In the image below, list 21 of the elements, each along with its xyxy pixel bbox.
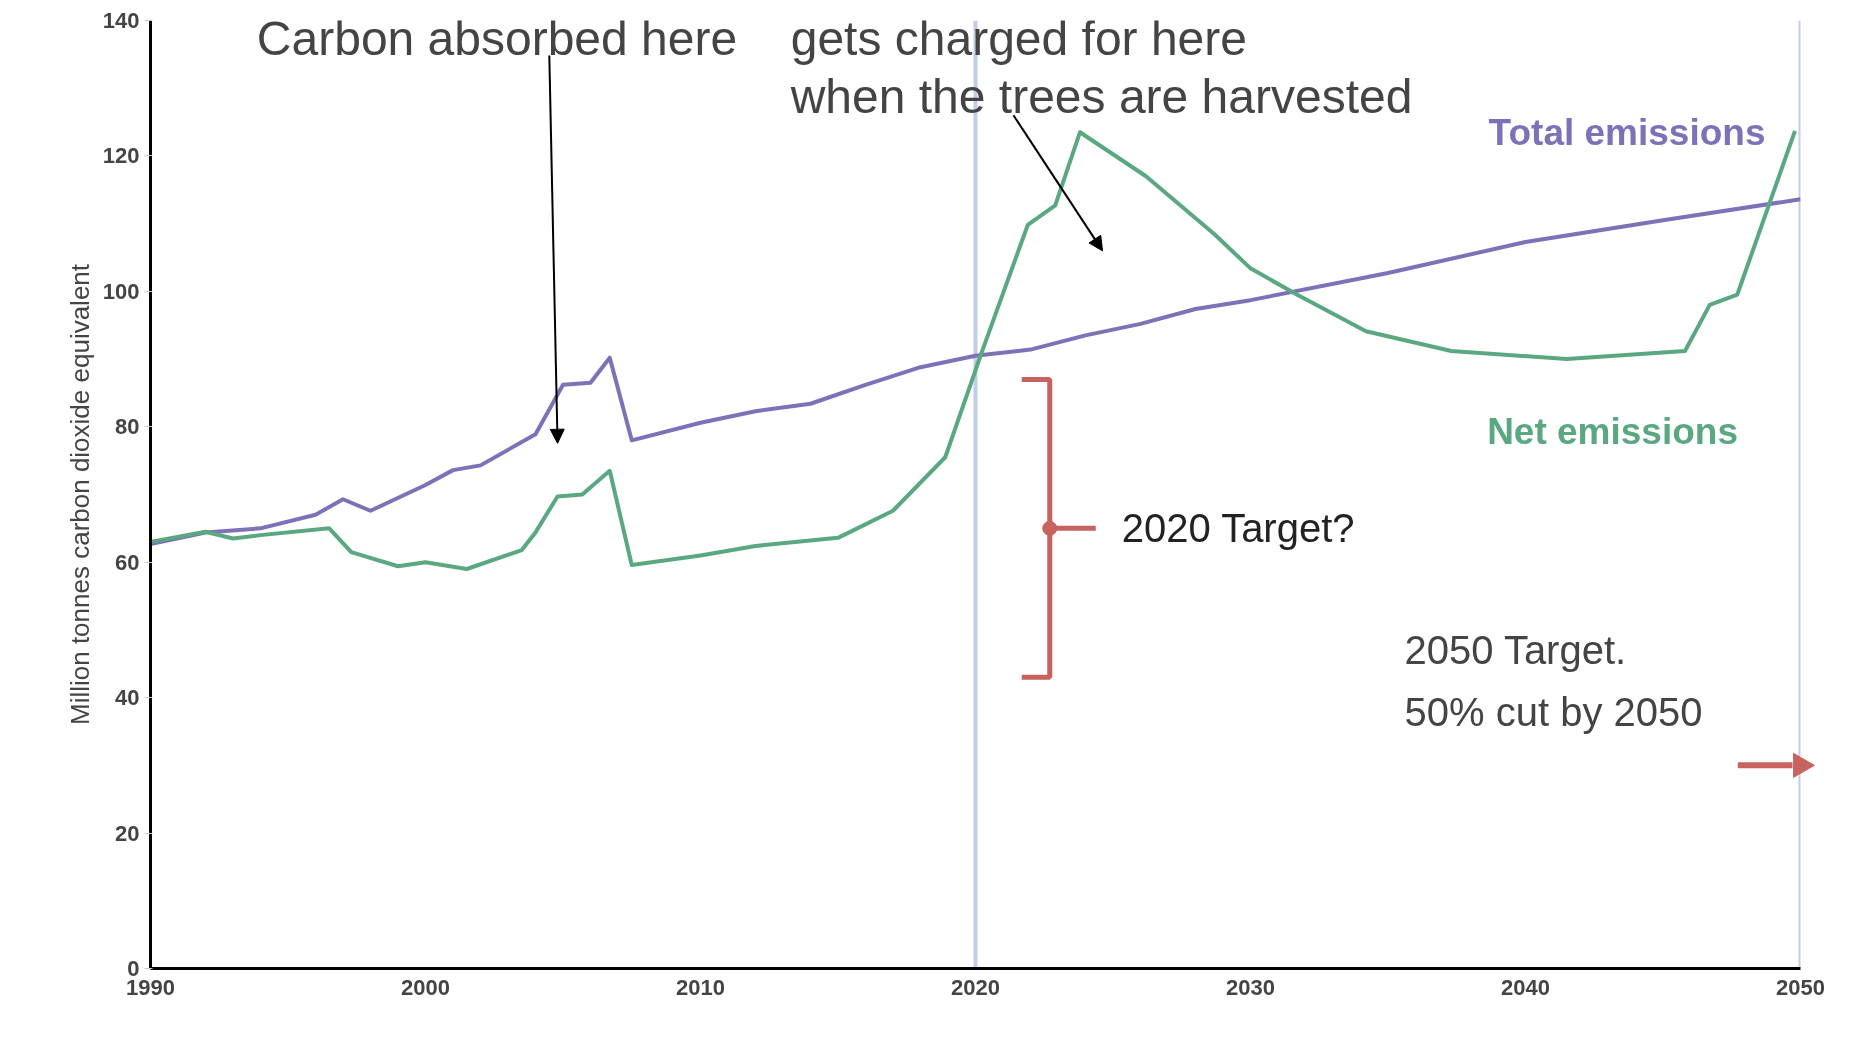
x-tick-label: 2020 — [951, 974, 1000, 1000]
y-tick-label: 140 — [102, 8, 140, 33]
y-tick-label: 40 — [115, 685, 140, 711]
legend-label: 2020 Target? — [1121, 506, 1355, 551]
series-label: Total emissions — [1488, 111, 1766, 153]
y-tick-label: 60 — [115, 549, 140, 575]
x-tick-label: 2050 — [1776, 974, 1825, 1000]
y-tick-label: 80 — [115, 414, 140, 440]
y-tick-label: 120 — [102, 143, 140, 169]
annotation: gets charged for here when the trees are harvested — [789, 12, 1413, 124]
y-tick-label: 100 — [102, 278, 140, 304]
x-tick-label: 2040 — [1501, 974, 1550, 1000]
annotation: 2050 Target. 50% cut by 2050 — [1404, 627, 1703, 734]
x-tick-label: 2010 — [676, 974, 725, 1000]
x-tick-label: 2030 — [1226, 974, 1275, 1000]
y-axis-title: Million tonnes carbon dioxide equivalent — [64, 263, 95, 726]
x-tick-label: 2000 — [401, 974, 450, 1000]
series-label: Net emissions — [1487, 411, 1738, 453]
y-tick-label: 20 — [115, 820, 140, 846]
annotation: Carbon absorbed here — [256, 12, 738, 66]
y-tick-label: 0 — [127, 956, 140, 981]
